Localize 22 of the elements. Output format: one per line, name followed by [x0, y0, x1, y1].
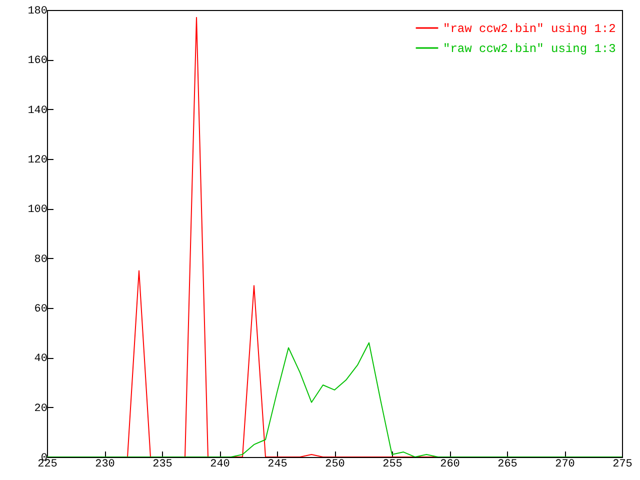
- x-tick-label: 270: [555, 458, 575, 470]
- x-tick-label: 230: [95, 458, 115, 470]
- y-tick-label: 160: [28, 55, 48, 68]
- x-tick-label: 275: [612, 458, 632, 470]
- y-tick-label: 180: [28, 6, 48, 18]
- y-tick-label: 120: [28, 154, 48, 166]
- x-tick-label: 245: [268, 458, 288, 470]
- legend-label: "raw ccw2.bin" using 1:2: [443, 22, 616, 36]
- y-tick-label: 40: [34, 353, 48, 366]
- y-tick-label: 20: [34, 402, 48, 415]
- x-tick-label: 255: [382, 458, 402, 470]
- y-tick-label: 100: [28, 204, 48, 216]
- y-tick-label: 60: [34, 304, 48, 316]
- x-tick-label: 250: [325, 458, 345, 470]
- y-tick-label: 80: [34, 254, 48, 266]
- x-tick-label: 260: [440, 458, 460, 470]
- x-tick-label: 235: [152, 458, 172, 470]
- legend-label: "raw ccw2.bin" using 1:3: [443, 42, 616, 56]
- x-tick-label: 240: [210, 458, 230, 470]
- line-series: [47, 342, 622, 457]
- y-tick-label: 140: [28, 104, 48, 117]
- x-tick-label: 265: [498, 458, 518, 470]
